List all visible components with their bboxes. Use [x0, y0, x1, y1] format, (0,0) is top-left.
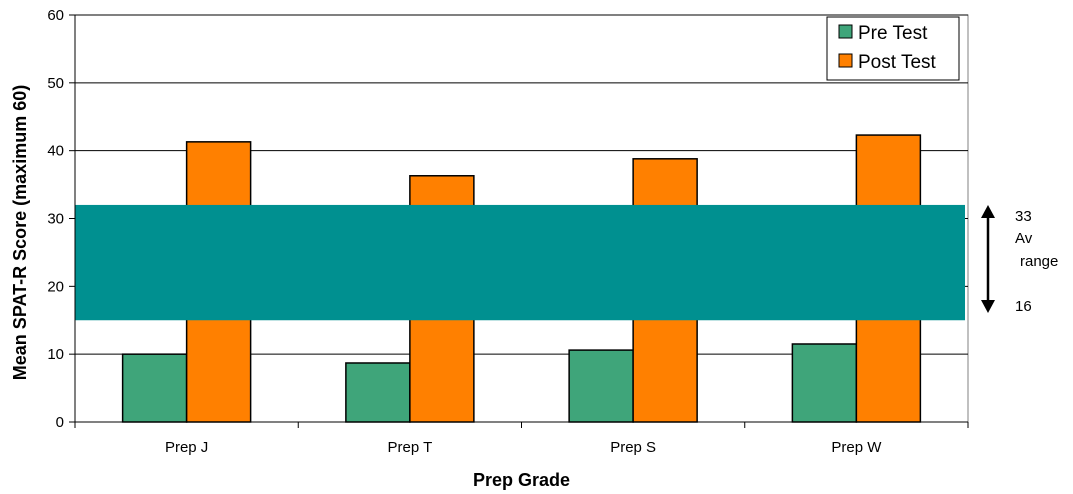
average-range-band	[75, 204, 965, 321]
legend-label-pre-test: Pre Test	[858, 23, 928, 44]
band-label-range: range	[1020, 253, 1058, 270]
band-annotation: 33 Av range 16	[981, 205, 1058, 315]
x-tick-label: Prep S	[610, 439, 656, 456]
arrow-down-icon	[981, 300, 995, 313]
x-tick-labels: Prep J Prep T Prep S Prep W	[165, 439, 882, 456]
y-tick-label: 30	[47, 211, 64, 228]
x-tick-label: Prep W	[831, 439, 882, 456]
bar-pre-test	[121, 353, 188, 423]
y-tick-labels: 0 10 20 30 40 50 60	[47, 7, 64, 431]
y-tick-label: 0	[56, 414, 64, 431]
arrow-up-icon	[981, 205, 995, 218]
bar-pre-test	[568, 349, 634, 423]
band-bottom-value: 16	[1015, 298, 1032, 315]
y-tick-label: 10	[47, 346, 64, 363]
legend-swatch-pre-test	[838, 24, 853, 39]
y-tick-label: 20	[47, 278, 64, 295]
y-tick-label: 60	[47, 7, 64, 24]
bar-pre-test	[345, 362, 411, 423]
axes	[69, 14, 969, 428]
bar-pre-test	[791, 343, 858, 423]
y-tick-label: 50	[47, 75, 64, 92]
x-tick-label: Prep T	[388, 439, 433, 456]
y-tick-label: 40	[47, 143, 64, 160]
x-axis-title: Prep Grade	[473, 470, 570, 490]
legend: Pre Test Post Test	[826, 16, 960, 81]
band-label-av: Av	[1015, 230, 1033, 247]
band-top-value: 33	[1015, 208, 1032, 225]
x-tick-label: Prep J	[165, 439, 208, 456]
legend-label-post-test: Post Test	[858, 52, 937, 73]
legend-swatch-post-test	[838, 53, 853, 68]
y-axis-title: Mean SPAT-R Score (maximum 60)	[10, 85, 30, 380]
